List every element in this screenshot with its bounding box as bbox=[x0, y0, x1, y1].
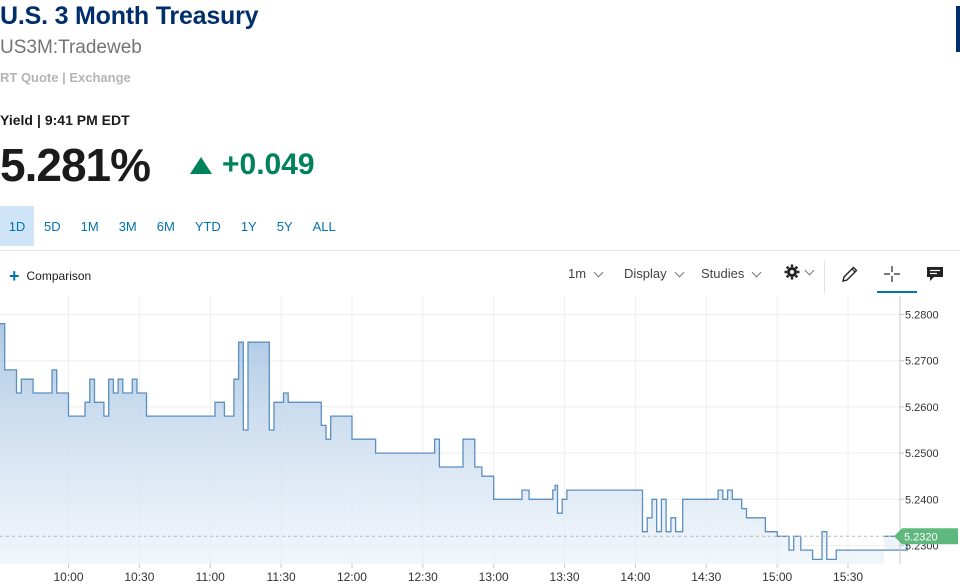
x-tick-label: 14:00 bbox=[620, 570, 650, 584]
display-dropdown[interactable]: Display bbox=[624, 266, 685, 281]
studies-label: Studies bbox=[701, 266, 745, 281]
y-tick-label: 5.2700 bbox=[905, 356, 939, 368]
yield-price: 5.281% bbox=[0, 139, 151, 191]
quote-time: 9:41 PM EDT bbox=[44, 112, 130, 128]
comparison-button[interactable]: + Comparison bbox=[9, 266, 92, 286]
last-value-badge bbox=[894, 528, 958, 545]
x-tick-label: 13:30 bbox=[550, 570, 580, 584]
page-title: U.S. 3 Month Treasury bbox=[0, 2, 259, 30]
crosshair-icon bbox=[884, 266, 900, 282]
change-group: +0.049 bbox=[190, 148, 315, 182]
last-value-label: 5.2320 bbox=[904, 531, 938, 543]
x-tick-label: 12:00 bbox=[337, 570, 367, 584]
series-area bbox=[0, 323, 908, 564]
studies-dropdown[interactable]: Studies bbox=[701, 266, 762, 281]
x-tick-label: 11:00 bbox=[196, 570, 225, 584]
comment-icon bbox=[927, 267, 943, 281]
x-axis: 10:00 10:30 11:00 11:30 12:00 12:30 13:00 13:30… bbox=[53, 564, 863, 584]
y-tick-label: 5.2400 bbox=[905, 494, 939, 506]
range-tab-1y[interactable]: 1Y bbox=[240, 218, 257, 234]
range-tab-ytd[interactable]: YTD bbox=[194, 218, 221, 234]
price-change: +0.049 bbox=[222, 148, 315, 181]
comparison-label: Comparison bbox=[26, 269, 92, 283]
chevron-down-icon bbox=[593, 267, 604, 277]
chevron-down-icon bbox=[751, 267, 762, 277]
y-tick-label: 5.2500 bbox=[905, 448, 939, 460]
interval-label: 1m bbox=[568, 266, 587, 281]
y-tick-label: 5.2800 bbox=[905, 309, 939, 321]
triangle-up-icon bbox=[190, 156, 212, 174]
range-tab-3m[interactable]: 3M bbox=[118, 218, 137, 234]
chevron-down-icon bbox=[804, 265, 815, 276]
gear-icon bbox=[784, 264, 800, 280]
plus-icon: + bbox=[9, 266, 20, 286]
range-tab-1d[interactable]: 1D bbox=[0, 206, 34, 246]
settings-dropdown[interactable] bbox=[784, 264, 815, 280]
range-tab-all[interactable]: ALL bbox=[312, 218, 336, 234]
quote-meta: Yield | 9:41 PM EDT bbox=[0, 112, 130, 128]
x-tick-label: 15:30 bbox=[833, 570, 863, 584]
active-tool-indicator bbox=[877, 291, 917, 293]
range-tab-5y[interactable]: 5Y bbox=[276, 218, 293, 234]
range-tab-6m[interactable]: 6M bbox=[156, 218, 175, 234]
yield-label: Yield bbox=[0, 112, 33, 128]
x-tick-label: 13:00 bbox=[479, 570, 509, 584]
interval-dropdown[interactable]: 1m bbox=[568, 266, 604, 281]
series-line bbox=[0, 323, 908, 561]
header-edge-accent bbox=[956, 6, 960, 52]
last-value-tag: 5.2320 bbox=[894, 528, 958, 545]
meta-separator: | bbox=[36, 112, 41, 128]
x-tick-label: 10:30 bbox=[124, 570, 154, 584]
display-label: Display bbox=[624, 266, 667, 281]
time-range-tabs: 1D 5D 1M 3M 6M YTD 1Y 5Y ALL bbox=[0, 206, 346, 246]
x-tick-label: 10:00 bbox=[53, 570, 83, 584]
x-tick-label: 11:30 bbox=[267, 570, 296, 584]
range-tab-1m[interactable]: 1M bbox=[80, 218, 99, 234]
chart-toolbar: + Comparison 1m Display Studies bbox=[0, 251, 960, 296]
range-tab-5d[interactable]: 5D bbox=[44, 218, 61, 234]
section-divider bbox=[0, 250, 960, 251]
chevron-down-icon bbox=[674, 267, 685, 277]
quote-source: RT Quote | Exchange bbox=[0, 70, 131, 85]
ticker-symbol: US3M:Tradeweb bbox=[0, 37, 142, 58]
toolbar-divider bbox=[824, 261, 825, 293]
crosshair-button[interactable] bbox=[877, 261, 907, 287]
pencil-icon bbox=[842, 266, 858, 282]
x-tick-label: 12:30 bbox=[408, 570, 438, 584]
x-tick-label: 14:30 bbox=[691, 570, 721, 584]
x-tick-label: 15:00 bbox=[762, 570, 792, 584]
y-tick-label: 5.2600 bbox=[905, 402, 939, 414]
draw-button[interactable] bbox=[835, 261, 865, 287]
comment-button[interactable] bbox=[920, 261, 950, 287]
